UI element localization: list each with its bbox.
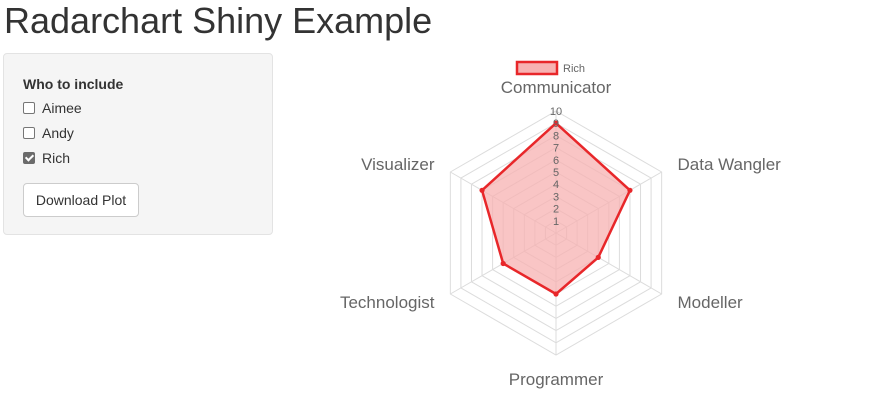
data-point [595,254,601,260]
checkbox-label: Andy [42,125,74,141]
tick-label: 10 [550,106,562,118]
checkbox-aimee[interactable]: Aimee [23,99,82,117]
tick-label: 5 [553,167,559,179]
axis-label: Data Wangler [678,155,782,174]
data-point [479,187,485,193]
legend-label: Rich [563,63,585,75]
checkbox-box[interactable] [23,152,35,164]
tick-label: 9 [553,118,559,130]
axis-label: Technologist [340,293,435,312]
axis-label: Visualizer [361,155,435,174]
tick-label: 6 [553,155,559,167]
filter-label: Who to include [23,76,124,92]
legend-swatch [515,60,559,76]
data-point [627,187,633,193]
axis-label: Programmer [509,370,604,389]
checkbox-box[interactable] [23,102,35,114]
checkbox-rich[interactable]: Rich [23,149,70,167]
data-point [553,291,559,297]
data-point [553,120,559,126]
tick-label: 4 [553,179,559,191]
tick-label: 2 [553,204,559,216]
sidebar-panel: Who to include Aimee Andy Rich Download … [3,53,273,235]
checkbox-label: Aimee [42,100,82,116]
tick-label: 3 [553,191,559,203]
checkbox-label: Rich [42,150,71,166]
download-plot-button[interactable]: Download Plot [23,183,139,217]
tick-label: 8 [553,130,559,142]
checkbox-box[interactable] [23,127,35,139]
data-point [500,260,506,267]
tick-label: 7 [553,143,559,155]
axis-label: Communicator [501,78,612,97]
checkbox-andy[interactable]: Andy [23,124,74,142]
app-title: Radarchart Shiny Example [4,0,433,41]
axis-label: Modeller [678,293,744,312]
tick-label: 1 [553,216,559,228]
